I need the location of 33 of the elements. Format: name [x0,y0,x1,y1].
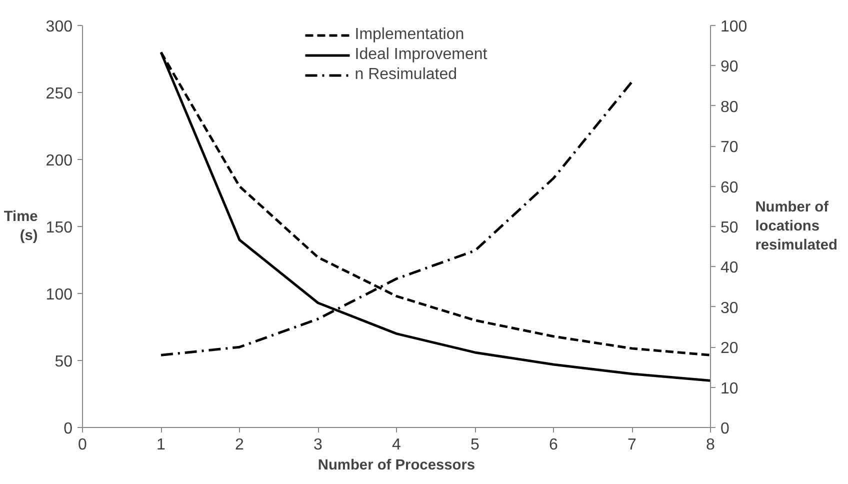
x-tick-label: 2 [235,436,244,454]
y2-tick-label: 90 [720,58,738,76]
y2-tick-label: 50 [720,220,738,236]
y-axis-title: Time (s) [4,208,38,244]
x-axis-title: Number of Processors [318,458,476,474]
y2-tick-label: 30 [720,300,738,317]
x-tick-label: 5 [470,436,480,454]
legend-label: Implementation [354,26,464,44]
y-tick-label: 100 [46,286,73,304]
y2-tick-label: 70 [720,139,738,156]
x-tick-label: 6 [549,436,558,454]
y2-tick-label: 0 [720,420,730,438]
y2-axis-title: Number of locations resimulated [755,199,838,254]
y-tick-label: 50 [54,354,73,370]
y2-tick-label: 100 [720,18,748,36]
y-tick-label: 300 [46,18,73,36]
y2-tick-label: 40 [720,260,738,277]
x-tick-label: 7 [628,436,637,454]
legend-label: Ideal Improvement [354,46,488,64]
y-tick-label: 150 [46,220,73,236]
x-tick-label: 4 [392,436,402,454]
x-tick-label: 8 [706,436,716,454]
y2-tick-label: 80 [720,98,738,116]
y-tick-label: 250 [46,86,73,102]
x-tick-label: 3 [314,436,323,454]
y-tick-label: 0 [64,420,73,438]
y2-tick-label: 60 [720,179,738,196]
y2-tick-label: 10 [720,380,738,398]
x-tick-label: 0 [78,436,88,454]
x-tick-label: 1 [156,436,166,454]
legend-label: n Resimulated [354,66,458,84]
y2-tick-label: 20 [720,340,738,358]
y-tick-label: 200 [46,152,73,170]
